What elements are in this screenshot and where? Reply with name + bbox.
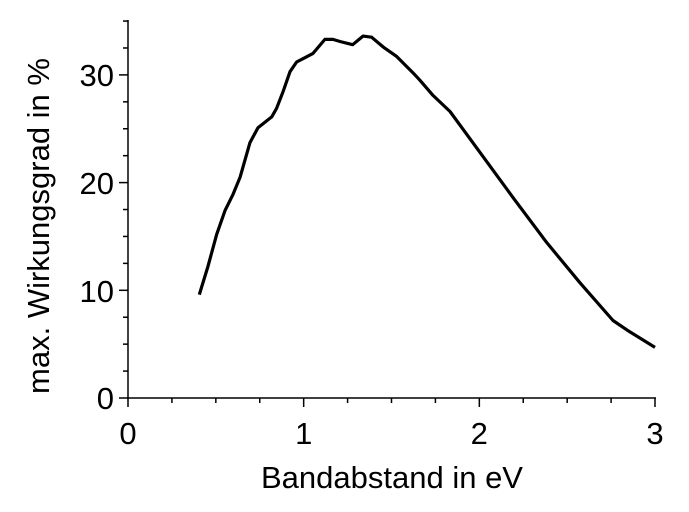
y-tick-label: 30: [80, 58, 114, 93]
y-tick-label: 0: [97, 381, 114, 416]
x-tick-label: 3: [646, 416, 663, 451]
y-tick-label: 10: [80, 274, 114, 309]
y-tick-label: 20: [80, 166, 114, 201]
ticks: [119, 20, 656, 407]
series-line: [197, 34, 656, 349]
x-tick-label: 2: [471, 416, 488, 451]
y-axis-label: max. Wirkungsgrad in %: [21, 58, 56, 394]
x-axis-label: Bandabstand in eV: [261, 460, 523, 495]
x-tick-label: 0: [119, 416, 136, 451]
x-tick-label: 1: [295, 416, 312, 451]
